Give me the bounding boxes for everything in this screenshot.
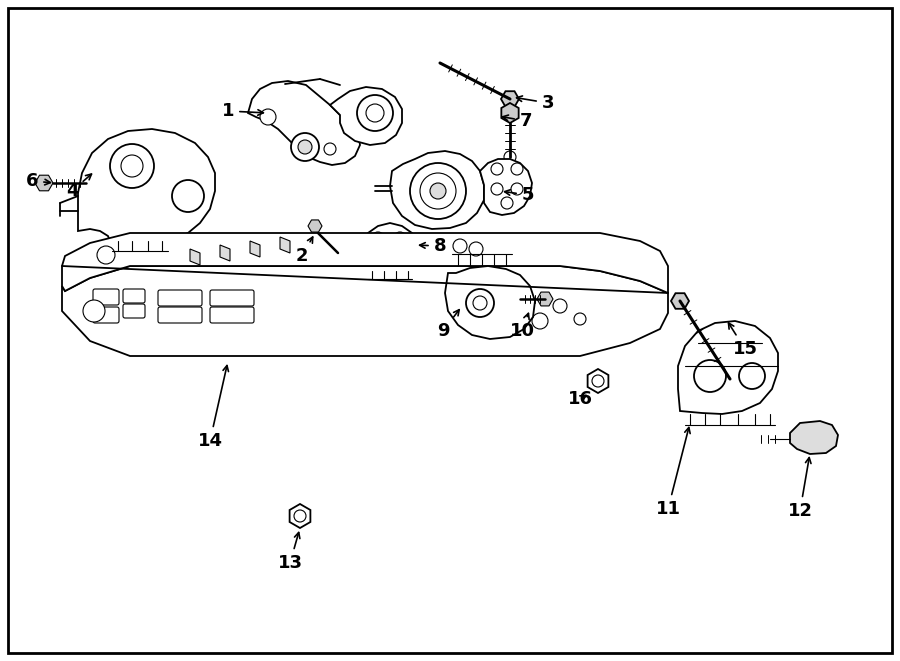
- Circle shape: [532, 313, 548, 329]
- Polygon shape: [290, 504, 310, 528]
- Polygon shape: [62, 233, 668, 293]
- Circle shape: [357, 95, 393, 131]
- Circle shape: [110, 144, 154, 188]
- Circle shape: [260, 109, 276, 125]
- Polygon shape: [220, 245, 230, 261]
- Text: 3: 3: [517, 94, 554, 112]
- Circle shape: [491, 183, 503, 195]
- Circle shape: [504, 151, 516, 163]
- Text: 5: 5: [505, 186, 535, 204]
- FancyBboxPatch shape: [93, 307, 119, 323]
- Circle shape: [739, 363, 765, 389]
- Circle shape: [324, 143, 336, 155]
- FancyBboxPatch shape: [158, 290, 202, 306]
- Circle shape: [410, 163, 466, 219]
- Polygon shape: [78, 129, 215, 269]
- Text: 12: 12: [788, 457, 813, 520]
- Circle shape: [453, 239, 467, 253]
- Circle shape: [574, 313, 586, 325]
- Polygon shape: [445, 266, 535, 339]
- Text: 16: 16: [568, 390, 592, 408]
- Polygon shape: [501, 91, 519, 107]
- Circle shape: [371, 232, 385, 246]
- Polygon shape: [588, 369, 608, 393]
- Circle shape: [97, 246, 115, 264]
- Circle shape: [124, 250, 140, 266]
- Text: 9: 9: [436, 310, 459, 340]
- Circle shape: [491, 163, 503, 175]
- Polygon shape: [62, 266, 668, 356]
- Circle shape: [511, 163, 523, 175]
- Polygon shape: [280, 237, 290, 253]
- Text: 7: 7: [502, 112, 532, 130]
- Circle shape: [592, 375, 604, 387]
- Circle shape: [291, 133, 319, 161]
- Text: 11: 11: [655, 428, 690, 518]
- FancyBboxPatch shape: [123, 289, 145, 303]
- Circle shape: [294, 510, 306, 522]
- Circle shape: [511, 183, 523, 195]
- Circle shape: [501, 197, 513, 209]
- Text: 1: 1: [221, 102, 264, 120]
- Circle shape: [393, 248, 407, 262]
- Circle shape: [469, 242, 483, 256]
- Polygon shape: [362, 223, 416, 271]
- Circle shape: [83, 300, 105, 322]
- Circle shape: [366, 104, 384, 122]
- Polygon shape: [671, 293, 689, 309]
- Text: 6: 6: [26, 172, 50, 190]
- Text: 14: 14: [197, 366, 229, 450]
- FancyBboxPatch shape: [123, 304, 145, 318]
- Text: 15: 15: [728, 323, 758, 358]
- Circle shape: [393, 232, 407, 246]
- Text: 8: 8: [419, 237, 446, 255]
- Text: 10: 10: [509, 313, 535, 340]
- Polygon shape: [308, 220, 322, 232]
- FancyBboxPatch shape: [158, 307, 202, 323]
- Circle shape: [430, 183, 446, 199]
- Polygon shape: [790, 421, 838, 454]
- Polygon shape: [480, 159, 532, 215]
- Polygon shape: [35, 175, 53, 191]
- Circle shape: [298, 140, 312, 154]
- Polygon shape: [248, 81, 360, 165]
- Circle shape: [553, 299, 567, 313]
- Polygon shape: [250, 241, 260, 257]
- Polygon shape: [190, 249, 200, 265]
- Polygon shape: [501, 103, 518, 123]
- Polygon shape: [537, 292, 553, 306]
- FancyBboxPatch shape: [210, 307, 254, 323]
- Text: 13: 13: [277, 533, 302, 572]
- Circle shape: [121, 155, 143, 177]
- Polygon shape: [390, 151, 484, 229]
- FancyBboxPatch shape: [210, 290, 254, 306]
- Text: 4: 4: [66, 174, 92, 200]
- Circle shape: [466, 289, 494, 317]
- Circle shape: [371, 248, 385, 262]
- Circle shape: [172, 180, 204, 212]
- Polygon shape: [330, 87, 402, 145]
- Circle shape: [420, 173, 456, 209]
- Circle shape: [694, 360, 726, 392]
- Circle shape: [473, 296, 487, 310]
- Polygon shape: [678, 321, 778, 414]
- FancyBboxPatch shape: [93, 289, 119, 305]
- Text: 2: 2: [296, 237, 312, 265]
